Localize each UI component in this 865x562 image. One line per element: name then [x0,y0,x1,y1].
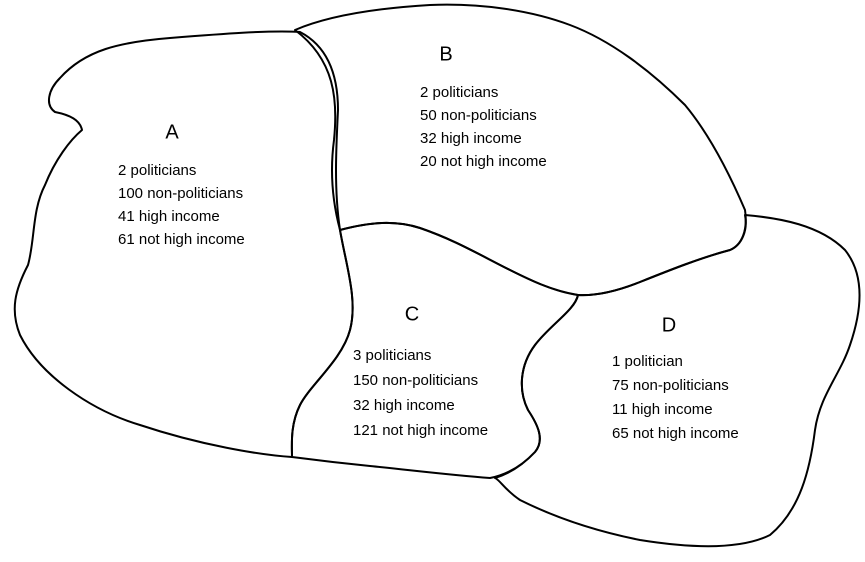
region-label: B [439,43,452,65]
region-label: D [662,314,676,336]
region-stat: 2 politicians [420,84,498,101]
region-stat: 20 not high income [420,153,547,170]
region-stat: 61 not high income [118,231,245,248]
region-stat: 3 politicians [353,347,431,364]
region-stat: 2 politicians [118,162,196,179]
region-stat: 32 high income [353,397,455,414]
region-stat: 150 non-politicians [353,372,478,389]
region-label: A [165,121,179,143]
region-b-outline [294,3,747,297]
region-stat: 11 high income [612,401,713,418]
region-stat: 121 not high income [353,422,488,439]
region-c-outline [290,221,579,479]
region-stat: 75 non-politicians [612,377,729,394]
region-label: C [405,303,419,325]
region-stat: 100 non-politicians [118,185,243,202]
region-stat: 32 high income [420,130,522,147]
region-stat: 65 not high income [612,425,739,442]
region-stat: 41 high income [118,208,220,225]
region-stat: 50 non-politicians [420,107,537,124]
region-stat: 1 politician [612,353,683,370]
region-d-outline [494,214,861,548]
